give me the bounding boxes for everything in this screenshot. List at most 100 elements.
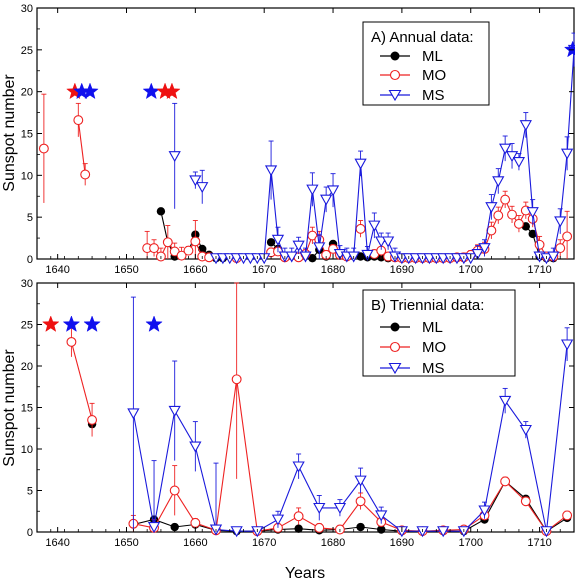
data-point-ml (170, 522, 179, 532)
legend-label-ms: MS (422, 87, 445, 104)
triennial-data-panel: 1640 1650 1660 1670 1680 1690 1700 1710 0 5 10 15 20… (1, 278, 575, 582)
y-tick-label: 0 (27, 527, 33, 539)
legend-marker-ms (388, 89, 402, 102)
legend-marker-mo (389, 341, 401, 353)
data-point-ms (437, 526, 450, 538)
data-point-ms (499, 395, 512, 407)
data-point-ms (264, 165, 278, 177)
series-mo (38, 93, 573, 264)
data-point-ms (354, 158, 367, 170)
legend-entry-ml: ML (380, 319, 443, 336)
data-point-mo (190, 236, 201, 247)
data-point-mo (321, 249, 332, 260)
data-point-ml (356, 522, 365, 532)
data-point-ms (361, 249, 374, 261)
data-point-mo (500, 194, 511, 205)
x-tick-label: 1670 (252, 537, 276, 549)
data-point-ms (478, 243, 491, 255)
data-point-ms (471, 249, 484, 261)
plot-frame (36, 7, 575, 260)
legend-entry-ml: ML (380, 48, 443, 65)
data-point-ms (519, 120, 532, 132)
legend-label-mo: MO (422, 339, 446, 356)
data-point-ms (285, 251, 298, 263)
series-line-ml (133, 480, 568, 532)
data-point-ms (547, 251, 560, 263)
data-point-ms (368, 220, 381, 232)
y-tick-label: 5 (27, 486, 33, 498)
y-axis-title-triennial: Sunspot number (1, 349, 18, 467)
data-point-ms (381, 236, 395, 248)
data-point-ms (478, 505, 491, 517)
data-point-ms (512, 156, 526, 169)
star-marker-blue (142, 82, 161, 100)
data-point-ms (560, 148, 574, 160)
data-point-ms (168, 405, 181, 417)
data-point-mo (190, 517, 201, 528)
data-point-ms (313, 242, 326, 254)
data-point-ml (156, 207, 166, 216)
star-marker-blue (83, 315, 101, 332)
data-point-ms (189, 175, 202, 187)
data-point-ml (528, 229, 537, 239)
legend-marker-ms (388, 362, 402, 375)
data-point-ms (375, 510, 388, 522)
series-line-mo (70, 341, 93, 421)
legend-box (362, 289, 516, 377)
data-point-ms (299, 251, 312, 263)
x-tick-label: 1650 (114, 537, 138, 549)
data-point-ms (354, 475, 367, 487)
data-point-mo (355, 496, 366, 507)
data-point-mo (176, 250, 187, 261)
y-tick-label: 25 (21, 45, 33, 57)
y-axis-title-annual: Sunspot number (1, 74, 18, 192)
data-point-ms (292, 240, 305, 252)
y-tick-label: 20 (21, 361, 33, 373)
legend-marker-ml (390, 51, 400, 61)
y-tick-label: 5 (27, 212, 33, 224)
data-point-ms (189, 441, 202, 453)
legend-title: A) Annual data: (371, 29, 474, 46)
star-marker-red (163, 82, 181, 100)
data-point-ms (313, 502, 326, 515)
data-point-ms (196, 182, 209, 194)
legend-entry-mo: MO (380, 67, 446, 84)
legend-box (362, 21, 490, 106)
legend-annual: A) Annual data: ML MO MS (362, 21, 490, 106)
series-line-mo (77, 120, 86, 175)
data-point-mo (555, 243, 566, 254)
legend-entry-ms: MS (380, 360, 445, 377)
data-point-mo (169, 485, 180, 496)
data-point-ms (554, 216, 567, 228)
data-point-mo (80, 169, 91, 180)
data-point-ms (492, 176, 505, 188)
data-point-mo (534, 239, 545, 250)
star-marker-red (42, 315, 60, 332)
data-point-ms (333, 502, 347, 515)
data-point-ms (168, 151, 181, 163)
y-tick-label: 30 (21, 278, 33, 290)
data-point-mo (87, 415, 98, 425)
data-point-ml (356, 252, 365, 261)
x-tick-label: 1660 (183, 537, 207, 549)
data-point-ms (127, 408, 140, 420)
legend-label-ms: MS (422, 360, 445, 377)
y-tick-label: 10 (21, 170, 33, 182)
y-tick-label: 25 (21, 320, 33, 332)
star-marker-blue (81, 82, 99, 100)
legend-label-mo: MO (422, 67, 446, 84)
y-tick-label: 10 (21, 444, 33, 456)
data-point-ms (499, 143, 512, 155)
data-point-ms (271, 514, 285, 526)
x-tick-label: 1660 (183, 264, 207, 276)
x-tick-label: 1680 (321, 537, 345, 549)
x-tick-label: 1650 (114, 264, 138, 276)
y-tick-label: 20 (21, 87, 33, 99)
x-tick-label: 1680 (321, 264, 345, 276)
series-ms (127, 296, 574, 538)
data-point-mo (66, 336, 77, 347)
legend-triennial: B) Triennial data: ML MO MS (362, 289, 516, 377)
y-tick-label: 15 (21, 403, 33, 415)
x-tick-label: 1690 (390, 537, 414, 549)
